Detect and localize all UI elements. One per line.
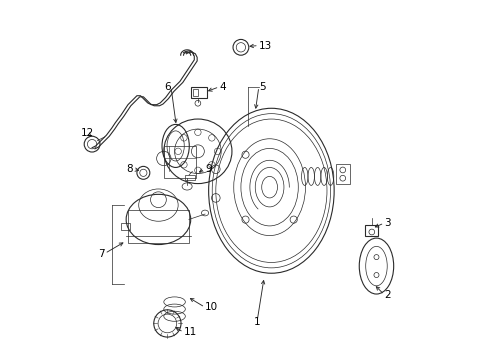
Text: 12: 12	[81, 129, 94, 138]
Bar	[185, 175, 195, 180]
Bar	[163, 146, 196, 178]
Bar	[192, 89, 198, 96]
Text: 7: 7	[98, 248, 104, 258]
Text: 4: 4	[219, 82, 225, 92]
Text: 11: 11	[183, 327, 196, 337]
Text: 1: 1	[253, 317, 260, 327]
Bar	[335, 164, 349, 184]
Bar	[365, 225, 378, 235]
Text: 8: 8	[126, 164, 133, 174]
Bar	[190, 87, 206, 98]
Bar	[128, 211, 188, 243]
Text: 2: 2	[384, 290, 390, 300]
Text: 13: 13	[258, 41, 271, 50]
Text: 5: 5	[258, 82, 265, 92]
Text: 10: 10	[204, 302, 218, 312]
Bar	[121, 223, 129, 230]
Text: 3: 3	[384, 218, 390, 228]
Text: 9: 9	[204, 164, 211, 174]
Text: 6: 6	[164, 82, 171, 92]
